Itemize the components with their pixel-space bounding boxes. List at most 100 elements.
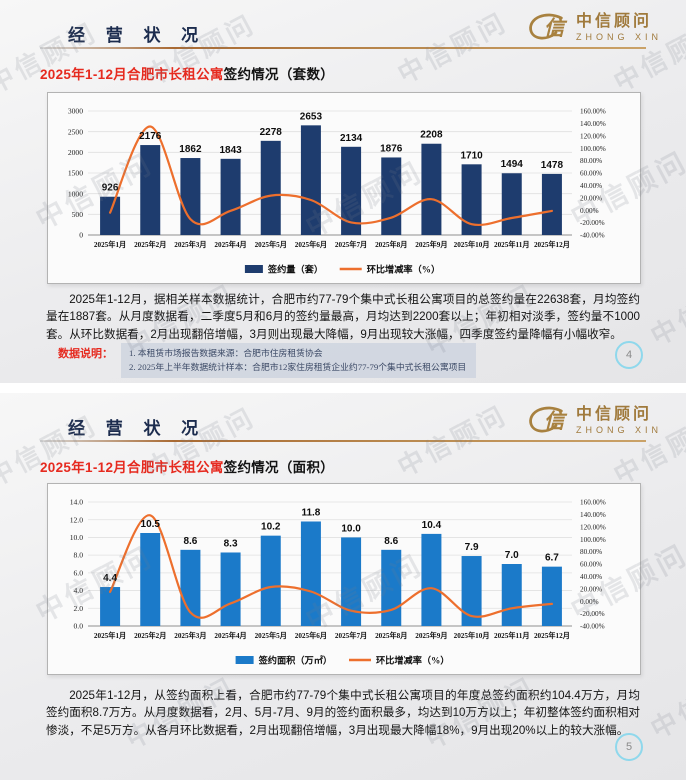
svg-text:2134: 2134 [340, 133, 363, 144]
chart-title-highlight: 2025年1-12月合肥市长租公寓 [40, 460, 224, 475]
left-axis: 0 500 1000 1500 2000 2500 3000 [68, 107, 83, 240]
svg-text:120.00%: 120.00% [580, 132, 606, 140]
watermark-text: 中信顾问 [645, 661, 686, 745]
svg-text:0.00%: 0.00% [580, 207, 599, 215]
svg-text:10.2: 10.2 [261, 522, 281, 533]
header-rule [40, 47, 646, 49]
svg-text:2025年1月: 2025年1月 [94, 631, 126, 640]
section-header: 经 营 状 况 [68, 419, 207, 438]
svg-text:1000: 1000 [68, 189, 83, 198]
summary-paragraph: 2025年1-12月，据相关样本数据统计，合肥市约77-79个集中式长租公寓项目… [46, 293, 640, 341]
notes-box: 1. 本租赁市场报告数据来源：合肥市住房租赁协会 2. 2025年上半年数据统计… [121, 343, 477, 379]
page-number-badge: 4 [615, 341, 643, 369]
svg-text:1500: 1500 [68, 169, 83, 178]
svg-text:10.4: 10.4 [422, 520, 442, 531]
bar [461, 164, 482, 235]
svg-text:0: 0 [79, 231, 83, 240]
svg-text:0.0: 0.0 [74, 622, 84, 631]
chart-title-rest: 签约情况（面积） [223, 460, 335, 475]
svg-text:2025年7月: 2025年7月 [335, 240, 367, 249]
svg-text:60.00%: 60.00% [580, 170, 602, 178]
slide-units: 中信顾问中信顾问中信顾问中信顾问中信顾问中信顾问中信顾问中信顾问中信顾问中信顾问… [0, 0, 686, 383]
logo-text: 中信顾问 ZHONG XIN [576, 13, 662, 42]
bar [421, 143, 442, 235]
bar [260, 535, 281, 626]
svg-text:2278: 2278 [260, 127, 283, 138]
svg-text:100.00%: 100.00% [580, 536, 606, 544]
svg-text:160.00%: 160.00% [580, 108, 606, 116]
svg-text:2025年3月: 2025年3月 [174, 240, 206, 249]
svg-text:11.8: 11.8 [301, 507, 320, 518]
summary-paragraph: 2025年1-12月，从签约面积上看，合肥市约77-79个集中式长租公寓项目的年… [46, 689, 640, 737]
svg-text:8.6: 8.6 [384, 536, 398, 547]
section-header: 经 营 状 况 [68, 26, 207, 45]
bar [341, 146, 362, 235]
bar [300, 521, 321, 626]
svg-text:80.00%: 80.00% [580, 548, 602, 556]
svg-text:8.0: 8.0 [74, 551, 84, 560]
svg-text:2025年5月: 2025年5月 [255, 631, 287, 640]
svg-text:40.00%: 40.00% [580, 573, 602, 581]
svg-text:7.0: 7.0 [505, 550, 519, 561]
svg-text:2025年6月: 2025年6月 [295, 631, 327, 640]
right-axis: -40.00% -20.00% 0.00% 20.00% 40.00% 60.00% 80.… [580, 499, 606, 631]
legend-bar-swatch [235, 656, 254, 664]
svg-text:1843: 1843 [219, 145, 242, 156]
bar-value-labels: 926 2176 1862 1843 2278 2653 2134 1876 2208 1710 1… [102, 111, 564, 193]
chart-canvas: 0.0 2.0 4.0 6.0 8.0 10.0 12.0 14.0 -40.00% -20.00… [70, 498, 606, 666]
area-chart: 0.0 2.0 4.0 6.0 8.0 10.0 12.0 14.0 -40.00% -20.00… [47, 483, 641, 675]
bar [140, 533, 161, 626]
svg-text:2500: 2500 [68, 127, 83, 136]
svg-text:4.0: 4.0 [74, 586, 84, 595]
svg-text:-20.00%: -20.00% [580, 219, 605, 227]
bar [260, 140, 281, 235]
svg-text:2653: 2653 [300, 111, 323, 122]
svg-text:7.9: 7.9 [465, 542, 479, 553]
svg-text:4.4: 4.4 [103, 573, 117, 584]
svg-text:2025年10月: 2025年10月 [454, 240, 490, 249]
svg-text:2025年11月: 2025年11月 [494, 631, 530, 640]
svg-text:1710: 1710 [460, 150, 483, 161]
brand-logo: 信 中信顾问 ZHONG XIN [523, 404, 662, 438]
x-axis: 2025年1月 2025年2月 2025年3月 2025年4月 2025年5月 2025年… [94, 240, 570, 249]
logo-name-en: ZHONG XIN [575, 31, 662, 42]
svg-text:2025年8月: 2025年8月 [375, 631, 407, 640]
bar [300, 125, 321, 235]
svg-text:20.00%: 20.00% [580, 585, 602, 593]
svg-text:1494: 1494 [501, 159, 524, 170]
svg-text:2025年4月: 2025年4月 [214, 240, 246, 249]
x-axis: 2025年1月 2025年2月 2025年3月 2025年4月 2025年5月 2025年… [94, 631, 570, 640]
chart-legend: 签约面积（万㎡） 环比增减率（%） [235, 655, 450, 666]
header-rule [40, 440, 646, 442]
bar [461, 556, 482, 626]
svg-text:2025年9月: 2025年9月 [415, 240, 447, 249]
right-axis: -40.00% -20.00% 0.00% 20.00% 40.00% 60.00% 80.… [580, 108, 606, 240]
svg-text:环比增减率（%）: 环比增减率（%） [376, 655, 450, 666]
svg-text:6.7: 6.7 [545, 553, 559, 564]
svg-text:40.00%: 40.00% [580, 182, 602, 190]
svg-text:2025年8月: 2025年8月 [375, 240, 407, 249]
svg-text:2025年1月: 2025年1月 [94, 240, 126, 249]
bar [341, 537, 362, 626]
bar [100, 196, 121, 235]
svg-text:3000: 3000 [68, 107, 83, 116]
bar [381, 157, 402, 235]
svg-text:环比增减率（%）: 环比增减率（%） [367, 264, 441, 275]
note-item: 2. 2025年上半年数据统计样本：合肥市12家住房租赁企业约77-79个集中式… [129, 362, 467, 373]
bar-series [100, 125, 562, 235]
svg-text:2025年10月: 2025年10月 [454, 631, 490, 640]
svg-text:1862: 1862 [179, 144, 202, 155]
line-series [108, 514, 553, 619]
page-number-badge: 5 [615, 733, 643, 761]
notes-label: 数据说明： [58, 348, 113, 360]
svg-text:10.0: 10.0 [70, 533, 83, 542]
svg-text:6.0: 6.0 [74, 568, 84, 577]
svg-text:926: 926 [102, 183, 119, 194]
bar [100, 587, 121, 626]
svg-text:2025年6月: 2025年6月 [295, 240, 327, 249]
chart-title: 2025年1-12月合肥市长租公寓签约情况（套数） [40, 63, 334, 83]
bar [180, 158, 201, 235]
svg-text:-20.00%: -20.00% [580, 610, 605, 618]
bar [421, 533, 442, 626]
svg-text:2176: 2176 [139, 131, 162, 142]
